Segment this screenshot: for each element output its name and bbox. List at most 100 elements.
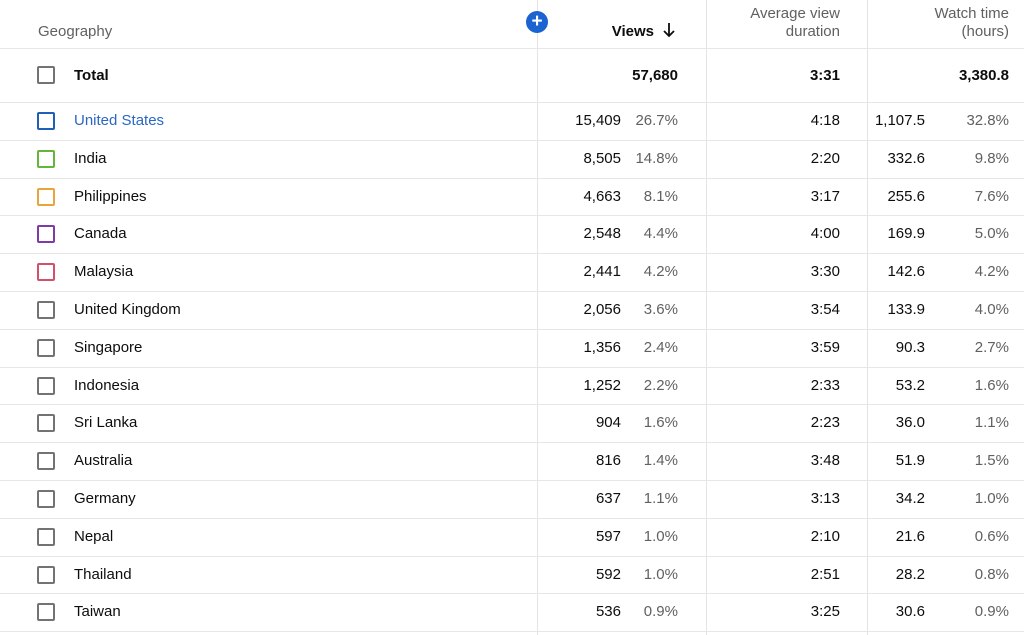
row-checkbox[interactable] (37, 263, 55, 282)
avg-duration-value: 2:20 (810, 149, 840, 167)
avg-duration-value: 3:59 (810, 338, 840, 356)
avg-duration-value: 3:17 (810, 187, 840, 205)
row-checkbox[interactable] (37, 301, 55, 319)
row-checkbox[interactable] (37, 565, 55, 584)
watch-time-percent: 1.0% (974, 490, 1009, 507)
table-row[interactable]: Malaysia 2,441 4.2% 3:30 142.6 4.2% (0, 254, 1024, 292)
row-checkbox[interactable] (37, 338, 55, 357)
watch-time-header-line1: Watch time (934, 5, 1009, 22)
table-row[interactable]: India 8,505 14.8% 2:20 332.6 9.8% (0, 141, 1024, 179)
add-metric-button[interactable]: + (526, 11, 548, 33)
views-value: 592 (595, 565, 621, 583)
table-row[interactable]: Indonesia 1,252 2.2% 2:33 53.2 1.6% (0, 368, 1024, 406)
watch-time-percent: 5.0% (974, 225, 1009, 243)
watch-time-value: 1,107.5 (874, 112, 925, 129)
watch-time-percent: 4.2% (974, 263, 1009, 281)
total-row: Total 57,680 3:31 3,380.8 (0, 49, 1024, 103)
views-column-header[interactable]: Views (611, 23, 654, 40)
watch-time-percent: 1.6% (974, 376, 1009, 394)
total-views: 57,680 (632, 67, 678, 84)
geography-column-header[interactable]: Geography (38, 23, 113, 40)
views-value: 637 (595, 490, 621, 507)
table-row[interactable]: Taiwan 536 0.9% 3:25 30.6 0.9% (0, 594, 1024, 633)
row-checkbox[interactable] (37, 452, 55, 471)
watch-time-value: 142.6 (887, 263, 925, 281)
row-checkbox[interactable] (37, 376, 55, 395)
row-checkbox[interactable] (37, 414, 55, 433)
row-checkbox[interactable] (37, 603, 55, 622)
watch-time-value: 30.6 (895, 603, 925, 621)
row-checkbox[interactable] (37, 187, 55, 206)
total-watch-time: 3,380.8 (958, 67, 1009, 84)
watch-time-percent: 2.7% (974, 338, 1009, 356)
views-value: 15,409 (575, 112, 621, 129)
table-row[interactable]: Nepal 597 1.0% 2:10 21.6 0.6% (0, 519, 1024, 557)
watch-time-value: 34.2 (895, 490, 925, 507)
views-value: 816 (595, 452, 621, 470)
table-row[interactable]: Sri Lanka 904 1.6% 2:23 36.0 1.1% (0, 405, 1024, 444)
column-divider (867, 0, 868, 635)
table-row[interactable]: Australia 816 1.4% 3:48 51.9 1.5% (0, 443, 1024, 481)
avg-duration-value: 3:25 (810, 603, 840, 621)
country-name: Indonesia (74, 376, 140, 394)
watch-time-header-line2: (hours) (961, 23, 1009, 40)
plus-icon: + (531, 11, 543, 32)
views-percent: 1.0% (643, 527, 678, 545)
row-checkbox[interactable] (37, 149, 55, 168)
watch-time-value: 53.2 (895, 376, 925, 394)
total-label: Total (74, 67, 109, 84)
watch-time-value: 21.6 (895, 527, 925, 545)
total-checkbox[interactable] (37, 66, 55, 84)
table-header: Geography + Views Average view duration … (0, 0, 1024, 49)
watch-time-value: 332.6 (887, 149, 925, 167)
watch-time-value: 255.6 (887, 187, 925, 205)
views-percent: 14.8% (635, 149, 678, 167)
row-checkbox[interactable] (37, 112, 55, 130)
watch-time-percent: 0.8% (974, 565, 1009, 583)
views-percent: 8.1% (643, 187, 678, 205)
country-name: Nepal (74, 527, 114, 545)
avg-duration-value: 2:51 (810, 565, 840, 583)
table-row[interactable]: Thailand 592 1.0% 2:51 28.2 0.8% (0, 557, 1024, 595)
column-divider (706, 0, 707, 635)
watch-time-percent: 32.8% (966, 112, 1009, 129)
country-name: Germany (74, 490, 136, 507)
row-checkbox[interactable] (37, 490, 55, 508)
avg-duration-value: 2:33 (810, 376, 840, 394)
watch-time-percent: 4.0% (974, 301, 1009, 318)
views-percent: 1.4% (643, 452, 678, 470)
avg-duration-value: 3:13 (810, 490, 840, 507)
watch-time-percent: 1.5% (974, 452, 1009, 470)
avg-duration-value: 3:30 (810, 263, 840, 281)
watch-time-value: 36.0 (895, 414, 925, 432)
row-checkbox[interactable] (37, 527, 55, 546)
table-row[interactable]: Germany 637 1.1% 3:13 34.2 1.0% (0, 481, 1024, 519)
table-row[interactable]: Philippines 4,663 8.1% 3:17 255.6 7.6% (0, 179, 1024, 217)
views-percent: 1.1% (643, 490, 678, 507)
watch-time-column-header[interactable]: Watch time (hours) (935, 5, 1009, 41)
arrow-down-icon[interactable] (661, 21, 677, 39)
column-divider (537, 0, 538, 635)
avg-duration-value: 2:10 (810, 527, 840, 545)
views-value: 1,252 (583, 376, 621, 394)
table-row[interactable]: Canada 2,548 4.4% 4:00 169.9 5.0% (0, 216, 1024, 255)
country-name: United States (74, 112, 165, 129)
country-name: Taiwan (74, 603, 121, 621)
views-percent: 4.4% (643, 225, 678, 243)
row-checkbox[interactable] (37, 225, 55, 244)
avg-duration-header-line1: Average view (750, 5, 840, 22)
watch-time-percent: 0.9% (974, 603, 1009, 621)
avg-duration-value: 4:00 (810, 225, 840, 243)
views-percent: 26.7% (635, 112, 678, 129)
table-row[interactable]: Singapore 1,356 2.4% 3:59 90.3 2.7% (0, 330, 1024, 368)
country-name: Malaysia (74, 263, 134, 281)
views-percent: 3.6% (643, 301, 678, 318)
avg-duration-column-header[interactable]: Average view duration (750, 5, 840, 41)
views-value: 1,356 (583, 338, 621, 356)
watch-time-percent: 9.8% (974, 149, 1009, 167)
table-row[interactable]: United Kingdom 2,056 3.6% 3:54 133.9 4.0% (0, 292, 1024, 330)
table-row[interactable]: United States 15,409 26.7% 4:18 1,107.5 32.8% (0, 103, 1024, 141)
views-percent: 2.4% (643, 338, 678, 356)
views-value: 2,056 (583, 301, 621, 318)
